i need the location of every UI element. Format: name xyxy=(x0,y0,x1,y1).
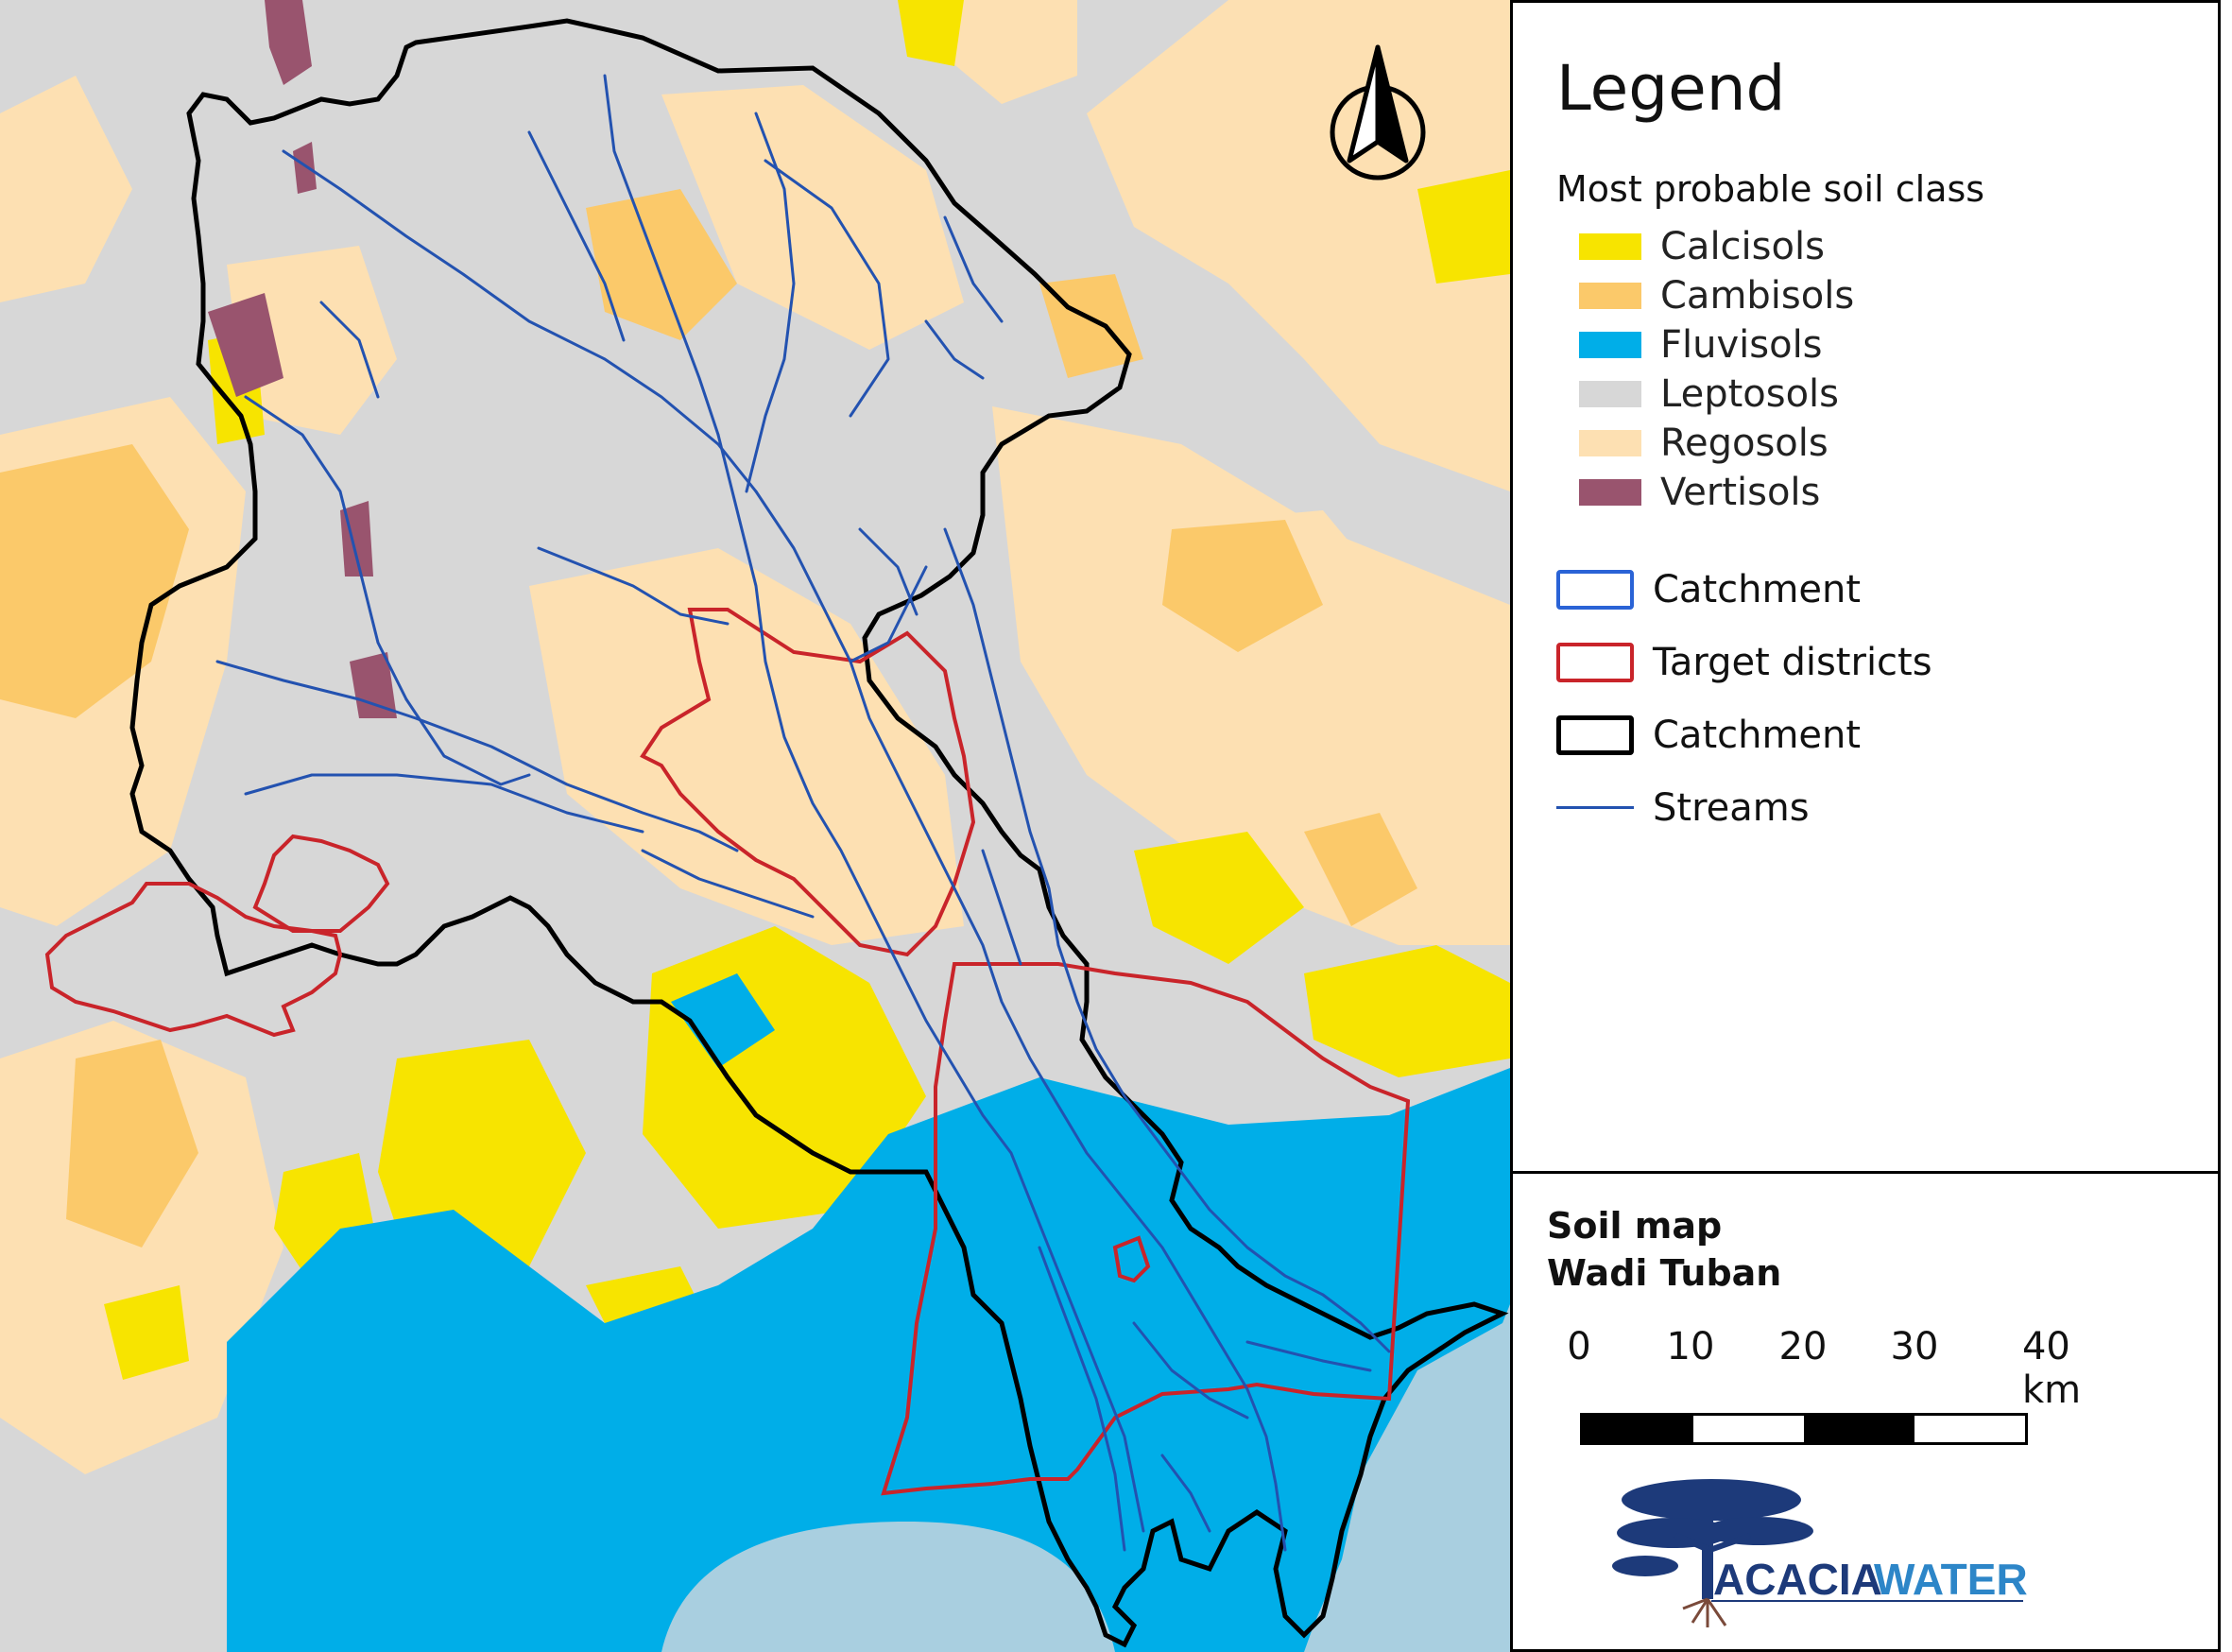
layer-label: Catchment xyxy=(1653,713,1862,757)
scale-segment xyxy=(1693,1416,1804,1442)
scale-bar-labels: 0 10 20 30 40 km xyxy=(1560,1325,2081,1412)
catchment-blue-swatch xyxy=(1556,569,1634,610)
legend-panel: Legend Most probable soil class Calcisol… xyxy=(1510,0,2221,1174)
map-canvas[interactable] xyxy=(0,0,1510,1652)
acacia-tree-icon: ACACIA WATER xyxy=(1612,1479,2028,1627)
legend-item-streams: Streams xyxy=(1556,771,1932,844)
layer-list: Catchment Target districts Catchment Str… xyxy=(1556,553,1932,844)
legend-item-catchment-black: Catchment xyxy=(1556,698,1932,771)
soil-class-list: Calcisols Cambisols Fluvisols Leptosols … xyxy=(1579,222,1854,517)
calcisols-swatch xyxy=(1579,233,1641,260)
scale-bar xyxy=(1580,1413,2028,1445)
layer-label: Streams xyxy=(1653,785,1810,830)
logo-text-acacia: ACACIA xyxy=(1713,1555,1882,1604)
soil-label: Vertisols xyxy=(1660,471,1821,514)
fluvisols-patch xyxy=(671,973,775,1068)
map-title: Soil map Wadi Tuban xyxy=(1547,1202,1781,1297)
target-districts-swatch xyxy=(1556,642,1634,682)
legend-item-vertisols: Vertisols xyxy=(1579,468,1854,517)
legend-item-target-districts: Target districts xyxy=(1556,626,1932,698)
catchment-outline xyxy=(129,18,1509,1648)
acacia-water-logo: ACACIA WATER xyxy=(1607,1457,2033,1637)
vertisols-areas xyxy=(208,0,397,718)
soil-label: Calcisols xyxy=(1660,225,1825,268)
scale-tick-10: 10 xyxy=(1666,1325,1715,1368)
scale-segment xyxy=(1804,1416,1914,1442)
streams-swatch xyxy=(1556,806,1634,809)
north-arrow-icon xyxy=(1330,44,1426,181)
scale-tick-40: 40 km xyxy=(2021,1325,2082,1412)
layer-label: Catchment xyxy=(1653,567,1862,611)
legend-item-regosols: Regosols xyxy=(1579,419,1854,468)
soil-label: Leptosols xyxy=(1660,372,1840,416)
catchment-black-swatch xyxy=(1556,714,1634,755)
target-districts xyxy=(44,608,1411,1496)
cambisols-swatch xyxy=(1579,283,1641,309)
legend-item-catchment-blue: Catchment xyxy=(1556,553,1932,626)
legend-item-cambisols: Cambisols xyxy=(1579,271,1854,320)
fluvisols-area xyxy=(227,1068,1510,1652)
legend-item-calcisols: Calcisols xyxy=(1579,222,1854,271)
map-svg xyxy=(0,0,1510,1652)
legend-item-fluvisols: Fluvisols xyxy=(1579,320,1854,370)
logo-text-water: WATER xyxy=(1874,1555,2028,1604)
map-title-line2: Wadi Tuban xyxy=(1547,1252,1782,1294)
scale-segment xyxy=(1583,1416,1693,1442)
map-title-line1: Soil map xyxy=(1547,1205,1723,1247)
soil-label: Cambisols xyxy=(1660,274,1855,318)
map-info-panel: Soil map Wadi Tuban 0 10 20 30 40 km xyxy=(1510,1174,2221,1652)
sea-bay xyxy=(661,1522,1115,1652)
legend-item-leptosols: Leptosols xyxy=(1579,370,1854,419)
scale-tick-20: 20 xyxy=(1778,1325,1828,1368)
leptosols-swatch xyxy=(1579,381,1641,407)
layer-label: Target districts xyxy=(1653,640,1932,684)
fluvisols-swatch xyxy=(1579,332,1641,358)
streams xyxy=(215,74,1391,1552)
legend-title: Legend xyxy=(1556,52,1786,125)
sea-gulf xyxy=(1304,1304,1510,1652)
regosols-swatch xyxy=(1579,430,1641,456)
soil-label: Regosols xyxy=(1660,422,1829,465)
soil-label: Fluvisols xyxy=(1660,323,1823,367)
soil-class-heading: Most probable soil class xyxy=(1556,168,1985,210)
scale-tick-0: 0 xyxy=(1567,1325,1591,1368)
vertisols-swatch xyxy=(1579,479,1641,506)
scale-segment xyxy=(1914,1416,2025,1442)
scale-tick-30: 30 xyxy=(1890,1325,1939,1368)
